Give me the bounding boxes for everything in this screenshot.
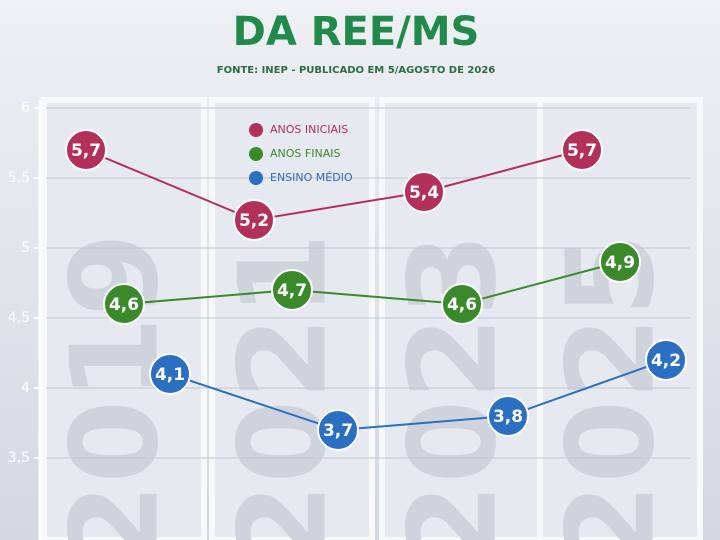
legend-marker [249, 147, 263, 161]
x-tick-label: 2023 [385, 233, 524, 540]
data-label: 5,7 [567, 141, 597, 161]
chart-subtitle: FONTE: INEP - PUBLICADO EM 5/AGOSTO DE 2… [217, 65, 496, 76]
year-column [537, 97, 703, 540]
data-label: 3,7 [323, 421, 353, 441]
data-label: 4,2 [651, 351, 681, 371]
x-tick-label: 2025 [543, 233, 682, 540]
y-tick-label: 4 [21, 380, 30, 396]
y-tick-label: 5,5 [8, 170, 30, 186]
series-line [169, 359, 667, 432]
y-tick-label: 5 [21, 240, 30, 256]
data-label: 5,7 [71, 141, 101, 161]
year-column [209, 97, 375, 540]
data-label: 4,1 [155, 365, 185, 385]
data-label: 5,2 [239, 211, 269, 231]
data-label: 4,6 [447, 295, 477, 315]
data-label: 4,9 [605, 253, 635, 273]
legend-marker [249, 171, 263, 185]
data-point [149, 353, 191, 395]
data-point [65, 129, 107, 171]
data-label: 4,6 [109, 295, 139, 315]
y-tick-label: 4,5 [8, 310, 30, 326]
data-label: 5,4 [409, 183, 439, 203]
legend-label: ANOS INICIAIS [270, 123, 348, 136]
legend-label: ANOS FINAIS [270, 147, 340, 160]
data-point [487, 395, 529, 437]
chart-title: DA REE/MS [233, 9, 480, 55]
data-point [271, 269, 313, 311]
data-point [233, 199, 275, 241]
data-point [441, 283, 483, 325]
data-point [561, 129, 603, 171]
series-line [123, 261, 621, 306]
data-point [645, 339, 687, 381]
data-point [599, 241, 641, 283]
data-point [403, 171, 445, 213]
series-line [85, 149, 583, 222]
legend-label: ENSINO MÉDIO [270, 171, 353, 184]
data-point [317, 409, 359, 451]
y-tick-label: 3,5 [8, 450, 30, 466]
data-point [103, 283, 145, 325]
data-label: 4,7 [277, 281, 307, 301]
legend-marker [249, 123, 263, 137]
y-tick-label: 6 [21, 100, 30, 116]
data-label: 3,8 [493, 407, 523, 427]
